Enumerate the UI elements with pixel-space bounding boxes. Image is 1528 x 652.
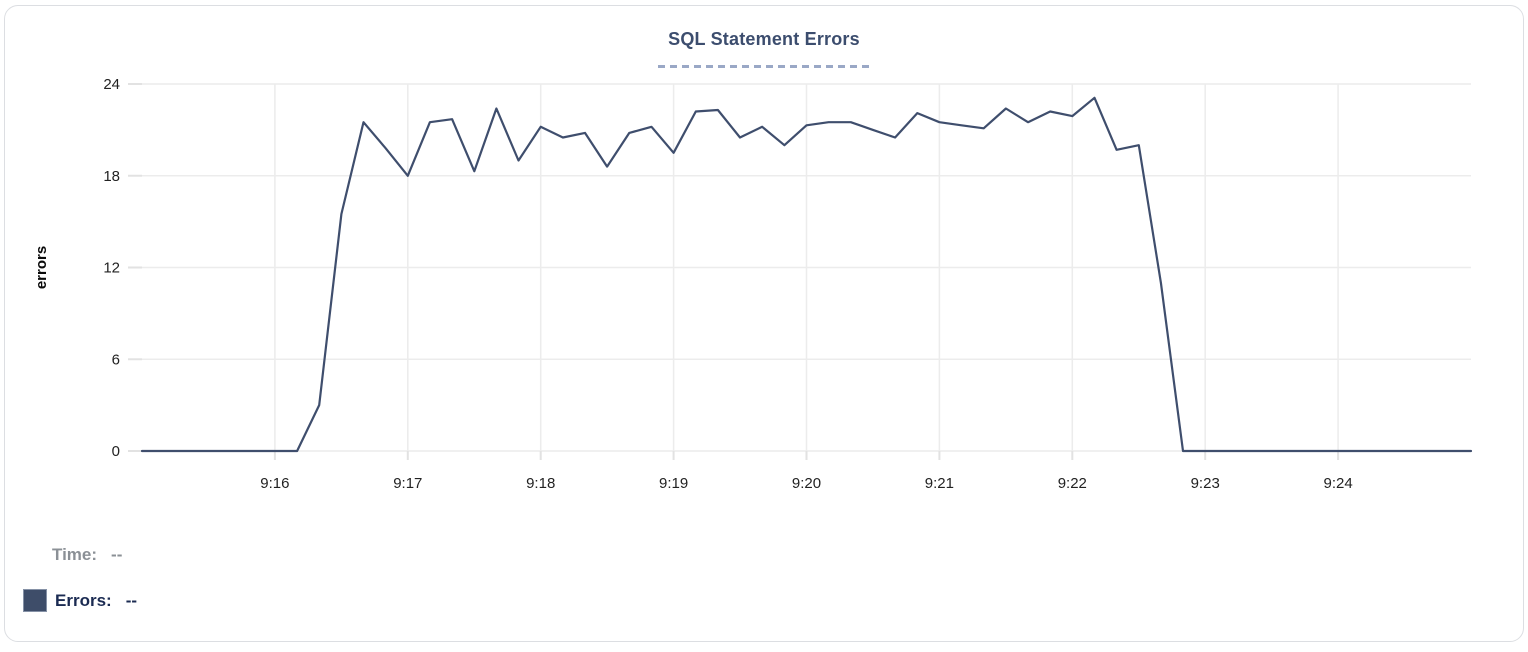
errors-label: Errors: (55, 590, 112, 610)
x-tick-label: 9:16 (260, 475, 289, 492)
errors-series-swatch (23, 589, 47, 612)
tooltip-time-row: Time: -- (52, 545, 122, 565)
chart-title[interactable]: SQL Statement Errors (668, 29, 860, 49)
x-tick-label: 9:23 (1191, 475, 1220, 492)
chart-card (4, 5, 1524, 642)
x-tick-label: 9:18 (526, 475, 555, 492)
y-tick-label: 12 (103, 260, 120, 277)
y-axis-label: errors (33, 246, 50, 289)
x-tick-label: 9:21 (925, 475, 954, 492)
y-tick-label: 6 (112, 351, 120, 368)
x-tick-label: 9:17 (393, 475, 422, 492)
sql-errors-line-chart[interactable]: 0 6 12 18 24 9:16 9:17 9:18 9:19 9:20 9:21 9:22 9:23… (0, 0, 1528, 530)
x-tick-label: 9:22 (1058, 475, 1087, 492)
y-tick-label: 0 (112, 443, 120, 460)
time-label: Time: (52, 545, 98, 564)
x-tick-label: 9:24 (1323, 475, 1352, 492)
errors-value: -- (125, 590, 138, 610)
tooltip-errors-row: Errors: -- (23, 589, 137, 612)
chart-header: SQL Statement Errors (0, 29, 1528, 73)
time-value: -- (111, 545, 123, 564)
y-tick-label: 18 (103, 168, 120, 185)
errors-series-line[interactable] (140, 96, 1473, 453)
x-tick-label: 9:19 (659, 475, 688, 492)
y-tick-label: 24 (103, 76, 120, 93)
x-tick-label: 9:20 (792, 475, 821, 492)
title-dashed-underline (658, 65, 870, 68)
